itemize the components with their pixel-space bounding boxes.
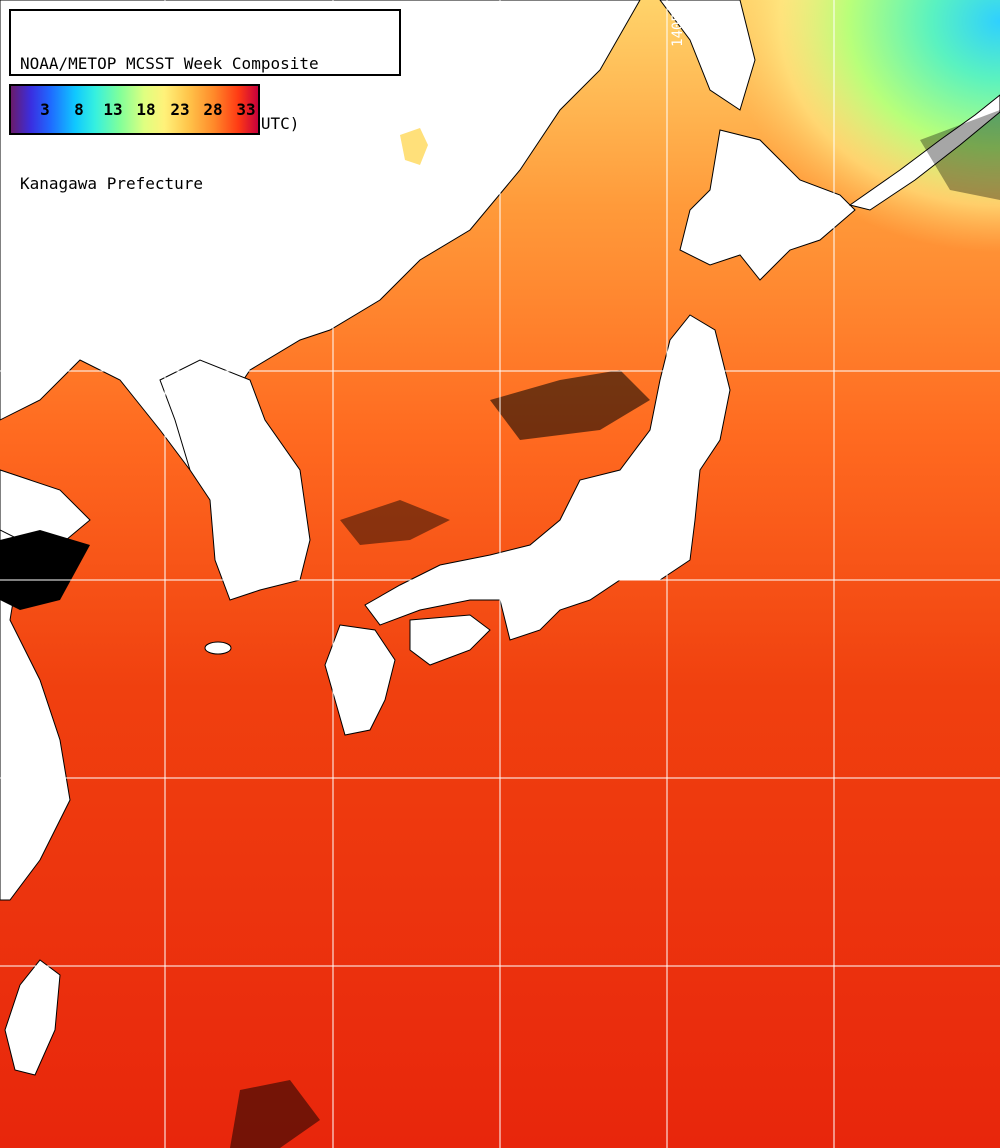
title-box: NOAA/METOP MCSST Week Composite 2025/09/…: [9, 9, 401, 193]
hokkaido: [679, 129, 856, 281]
label-30n: 30N: [14, 761, 39, 777]
legend-tick-23: 23: [170, 100, 190, 119]
jeju: [204, 641, 232, 655]
kamchatka-tip: [400, 128, 428, 165]
kyushu: [324, 624, 396, 736]
legend-tick-3: 3: [40, 100, 50, 119]
legend-tick-18: 18: [136, 100, 156, 119]
title-line-1: NOAA/METOP MCSST Week Composite: [20, 54, 319, 73]
legend-tick-33: 33: [236, 100, 256, 119]
label-140e: 140E: [670, 13, 686, 47]
legend-tick-8: 8: [74, 100, 84, 119]
color-scale-legend: 3 8 13 18 23 28 33: [9, 84, 260, 135]
honshu: [364, 314, 731, 641]
legend-tick-13: 13: [103, 100, 123, 119]
taiwan: [4, 959, 61, 1076]
cloud-cover: [0, 110, 1000, 1148]
title-line-3: Kanagawa Prefecture: [20, 174, 204, 193]
label-40n: 40N: [14, 354, 39, 370]
shikoku: [409, 614, 491, 666]
legend-tick-28: 28: [203, 100, 223, 119]
korea: [159, 359, 311, 601]
kurils: [848, 94, 1000, 211]
sakhalin: [659, 0, 756, 111]
